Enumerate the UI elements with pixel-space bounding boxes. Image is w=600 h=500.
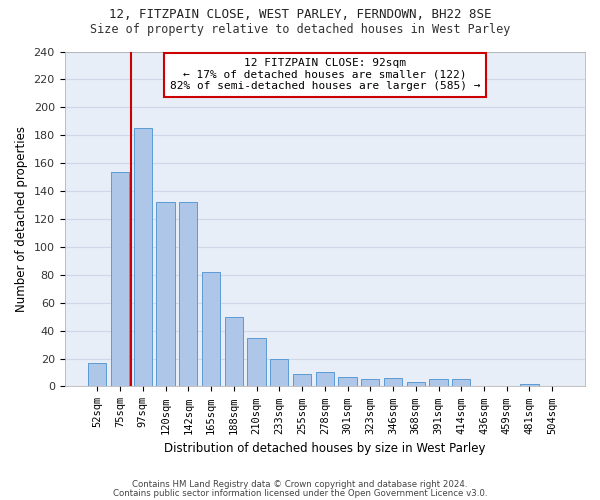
Bar [520,384,539,386]
Bar [202,272,220,386]
X-axis label: Distribution of detached houses by size in West Parley: Distribution of detached houses by size … [164,442,485,455]
Bar [384,378,402,386]
Text: Contains public sector information licensed under the Open Government Licence v3: Contains public sector information licen… [113,488,487,498]
Bar [134,128,152,386]
Bar [157,202,175,386]
Bar [270,358,289,386]
Bar [338,376,356,386]
Text: Contains HM Land Registry data © Crown copyright and database right 2024.: Contains HM Land Registry data © Crown c… [132,480,468,489]
Bar [361,380,379,386]
Text: 12 FITZPAIN CLOSE: 92sqm
← 17% of detached houses are smaller (122)
82% of semi-: 12 FITZPAIN CLOSE: 92sqm ← 17% of detach… [170,58,480,92]
Text: Size of property relative to detached houses in West Parley: Size of property relative to detached ho… [90,22,510,36]
Bar [179,202,197,386]
Bar [247,338,266,386]
Bar [430,380,448,386]
Bar [111,172,129,386]
Bar [224,316,243,386]
Bar [407,382,425,386]
Bar [88,362,106,386]
Bar [452,380,470,386]
Bar [293,374,311,386]
Text: 12, FITZPAIN CLOSE, WEST PARLEY, FERNDOWN, BH22 8SE: 12, FITZPAIN CLOSE, WEST PARLEY, FERNDOW… [109,8,491,20]
Y-axis label: Number of detached properties: Number of detached properties [15,126,28,312]
Bar [316,372,334,386]
